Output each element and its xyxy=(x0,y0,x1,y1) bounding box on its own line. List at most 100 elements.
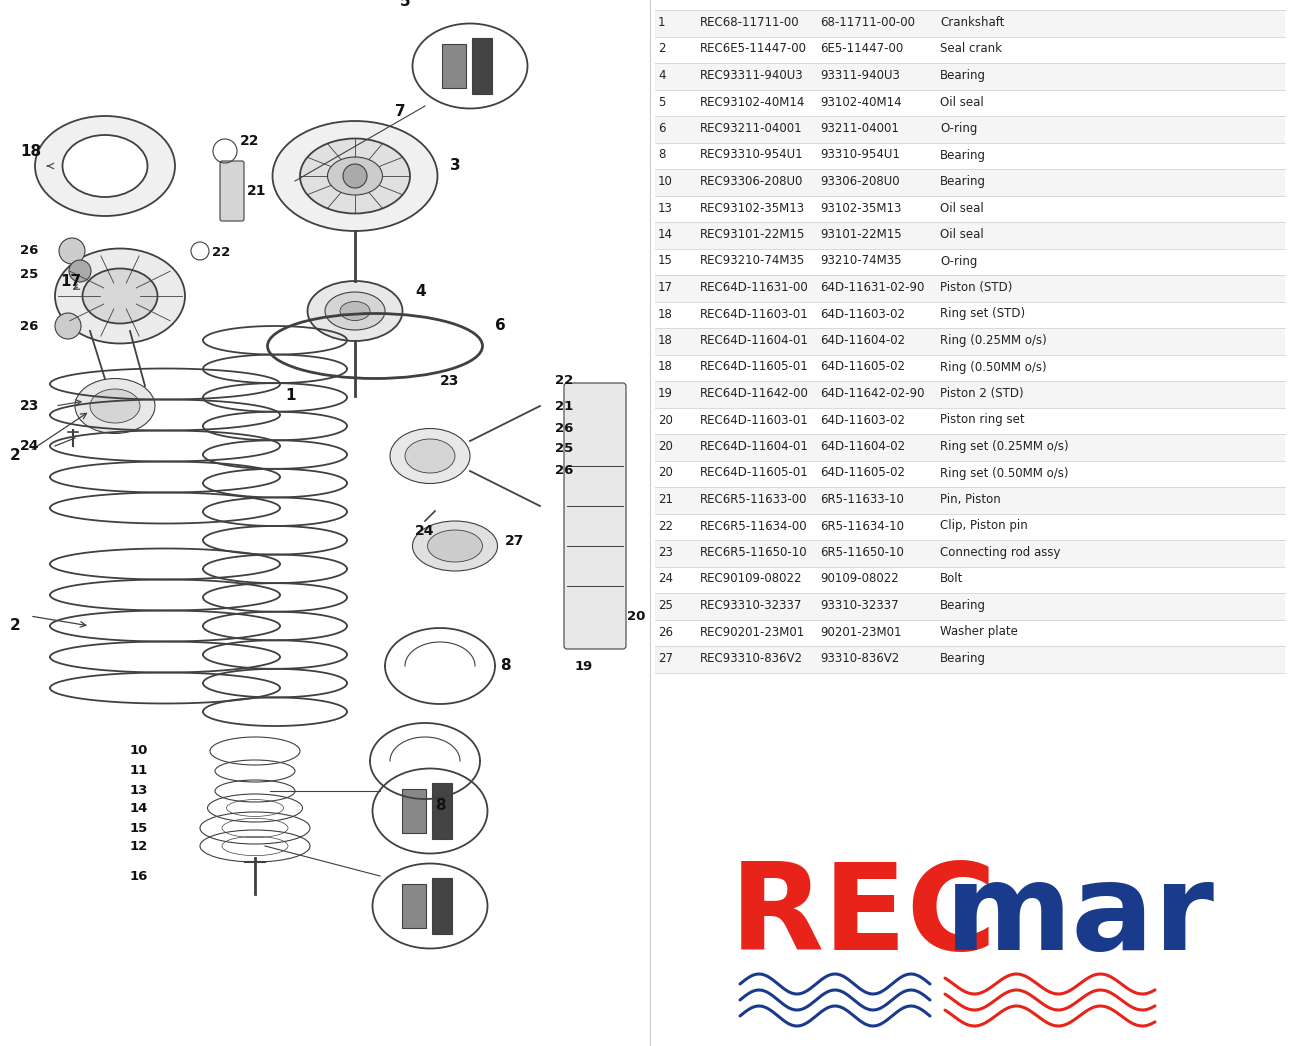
Text: REC93102-40M14: REC93102-40M14 xyxy=(700,95,805,109)
Text: 64D-11603-02: 64D-11603-02 xyxy=(820,413,904,427)
Bar xyxy=(655,10,1286,37)
Text: 93311-940U3: 93311-940U3 xyxy=(820,69,899,82)
Text: REC64D-11603-01: REC64D-11603-01 xyxy=(700,413,809,427)
Text: REC93310-954U1: REC93310-954U1 xyxy=(700,149,804,161)
Text: REC93311-940U3: REC93311-940U3 xyxy=(700,69,804,82)
Ellipse shape xyxy=(300,138,410,213)
Text: 17: 17 xyxy=(658,281,673,294)
Bar xyxy=(432,783,452,839)
Ellipse shape xyxy=(340,301,370,320)
Text: 5: 5 xyxy=(401,0,411,9)
Text: 18: 18 xyxy=(658,334,673,347)
Text: Bearing: Bearing xyxy=(941,69,986,82)
Text: 93102-40M14: 93102-40M14 xyxy=(820,95,902,109)
Text: 8: 8 xyxy=(435,798,446,814)
Ellipse shape xyxy=(90,389,140,423)
Text: REC93306-208U0: REC93306-208U0 xyxy=(700,175,804,188)
Text: REC68-11711-00: REC68-11711-00 xyxy=(700,16,800,29)
Ellipse shape xyxy=(56,249,185,343)
Text: 17: 17 xyxy=(59,273,81,289)
Text: 23: 23 xyxy=(441,374,460,388)
Text: 4: 4 xyxy=(415,283,425,298)
Text: REC90109-08022: REC90109-08022 xyxy=(700,572,802,586)
Text: 15: 15 xyxy=(658,254,673,268)
Circle shape xyxy=(68,260,90,282)
Text: 64D-11605-02: 64D-11605-02 xyxy=(820,361,904,373)
Text: 20: 20 xyxy=(658,467,673,479)
Text: 19: 19 xyxy=(658,387,673,400)
Ellipse shape xyxy=(372,769,487,854)
Ellipse shape xyxy=(62,135,147,197)
Bar xyxy=(655,593,1286,619)
Bar xyxy=(402,884,426,928)
Text: 22: 22 xyxy=(212,247,230,259)
Text: REC6E5-11447-00: REC6E5-11447-00 xyxy=(700,43,808,55)
Text: Oil seal: Oil seal xyxy=(941,228,983,241)
Text: REC64D-11605-01: REC64D-11605-01 xyxy=(700,467,809,479)
Text: 1: 1 xyxy=(286,388,296,404)
Text: Clip, Piston pin: Clip, Piston pin xyxy=(941,520,1027,532)
Circle shape xyxy=(56,313,81,339)
Bar xyxy=(655,540,1286,567)
Text: 6R5-11634-10: 6R5-11634-10 xyxy=(820,520,904,532)
Text: Connecting rod assy: Connecting rod assy xyxy=(941,546,1061,559)
Text: Bearing: Bearing xyxy=(941,652,986,665)
Text: Oil seal: Oil seal xyxy=(941,202,983,214)
Text: 2: 2 xyxy=(10,449,21,463)
Text: REC64D-11605-01: REC64D-11605-01 xyxy=(700,361,809,373)
Ellipse shape xyxy=(307,281,403,341)
Text: 27: 27 xyxy=(658,652,673,665)
Ellipse shape xyxy=(327,157,382,195)
Text: REC6R5-11634-00: REC6R5-11634-00 xyxy=(700,520,808,532)
Text: Oil seal: Oil seal xyxy=(941,95,983,109)
Bar xyxy=(442,44,466,88)
Text: 64D-11604-02: 64D-11604-02 xyxy=(820,440,906,453)
Ellipse shape xyxy=(273,121,438,231)
Text: 93210-74M35: 93210-74M35 xyxy=(820,254,902,268)
Text: 13: 13 xyxy=(130,784,149,797)
Text: 15: 15 xyxy=(130,821,149,835)
Text: 11: 11 xyxy=(130,765,149,777)
Text: REC64D-11604-01: REC64D-11604-01 xyxy=(700,440,809,453)
Text: 26: 26 xyxy=(19,319,39,333)
Text: REC: REC xyxy=(730,858,997,975)
Text: 14: 14 xyxy=(658,228,673,241)
Text: 7: 7 xyxy=(395,104,406,118)
Text: Pin, Piston: Pin, Piston xyxy=(941,493,1001,506)
Text: REC6R5-11633-00: REC6R5-11633-00 xyxy=(700,493,808,506)
Ellipse shape xyxy=(75,379,155,433)
Text: REC93210-74M35: REC93210-74M35 xyxy=(700,254,805,268)
Text: 18: 18 xyxy=(658,308,673,320)
Text: REC93211-04001: REC93211-04001 xyxy=(700,122,802,135)
Text: REC93101-22M15: REC93101-22M15 xyxy=(700,228,805,241)
Text: 10: 10 xyxy=(130,745,149,757)
Text: 93306-208U0: 93306-208U0 xyxy=(820,175,899,188)
Text: 19: 19 xyxy=(575,659,593,673)
Text: 21: 21 xyxy=(658,493,673,506)
Text: 22: 22 xyxy=(658,520,673,532)
Text: 64D-11603-02: 64D-11603-02 xyxy=(820,308,904,320)
Text: 3: 3 xyxy=(450,159,461,174)
Text: 20: 20 xyxy=(627,610,646,622)
Text: REC64D-11603-01: REC64D-11603-01 xyxy=(700,308,809,320)
Text: 68-11711-00-00: 68-11711-00-00 xyxy=(820,16,915,29)
Text: O-ring: O-ring xyxy=(941,254,977,268)
Text: 5: 5 xyxy=(658,95,665,109)
Text: 25: 25 xyxy=(19,268,39,280)
Text: Ring set (0.50MM o/s): Ring set (0.50MM o/s) xyxy=(941,467,1068,479)
Text: Bolt: Bolt xyxy=(941,572,964,586)
Text: Ring (0.25MM o/s): Ring (0.25MM o/s) xyxy=(941,334,1047,347)
Text: 23: 23 xyxy=(658,546,673,559)
Text: Piston (STD): Piston (STD) xyxy=(941,281,1013,294)
Text: mar: mar xyxy=(944,858,1214,975)
Text: 4: 4 xyxy=(658,69,665,82)
Text: 24: 24 xyxy=(415,524,434,538)
Ellipse shape xyxy=(83,269,158,323)
Ellipse shape xyxy=(326,292,385,329)
Text: Ring set (STD): Ring set (STD) xyxy=(941,308,1025,320)
Text: Seal crank: Seal crank xyxy=(941,43,1003,55)
Bar xyxy=(472,38,492,94)
Text: REC90201-23M01: REC90201-23M01 xyxy=(700,626,805,638)
Bar xyxy=(655,63,1286,90)
Text: 25: 25 xyxy=(658,599,673,612)
